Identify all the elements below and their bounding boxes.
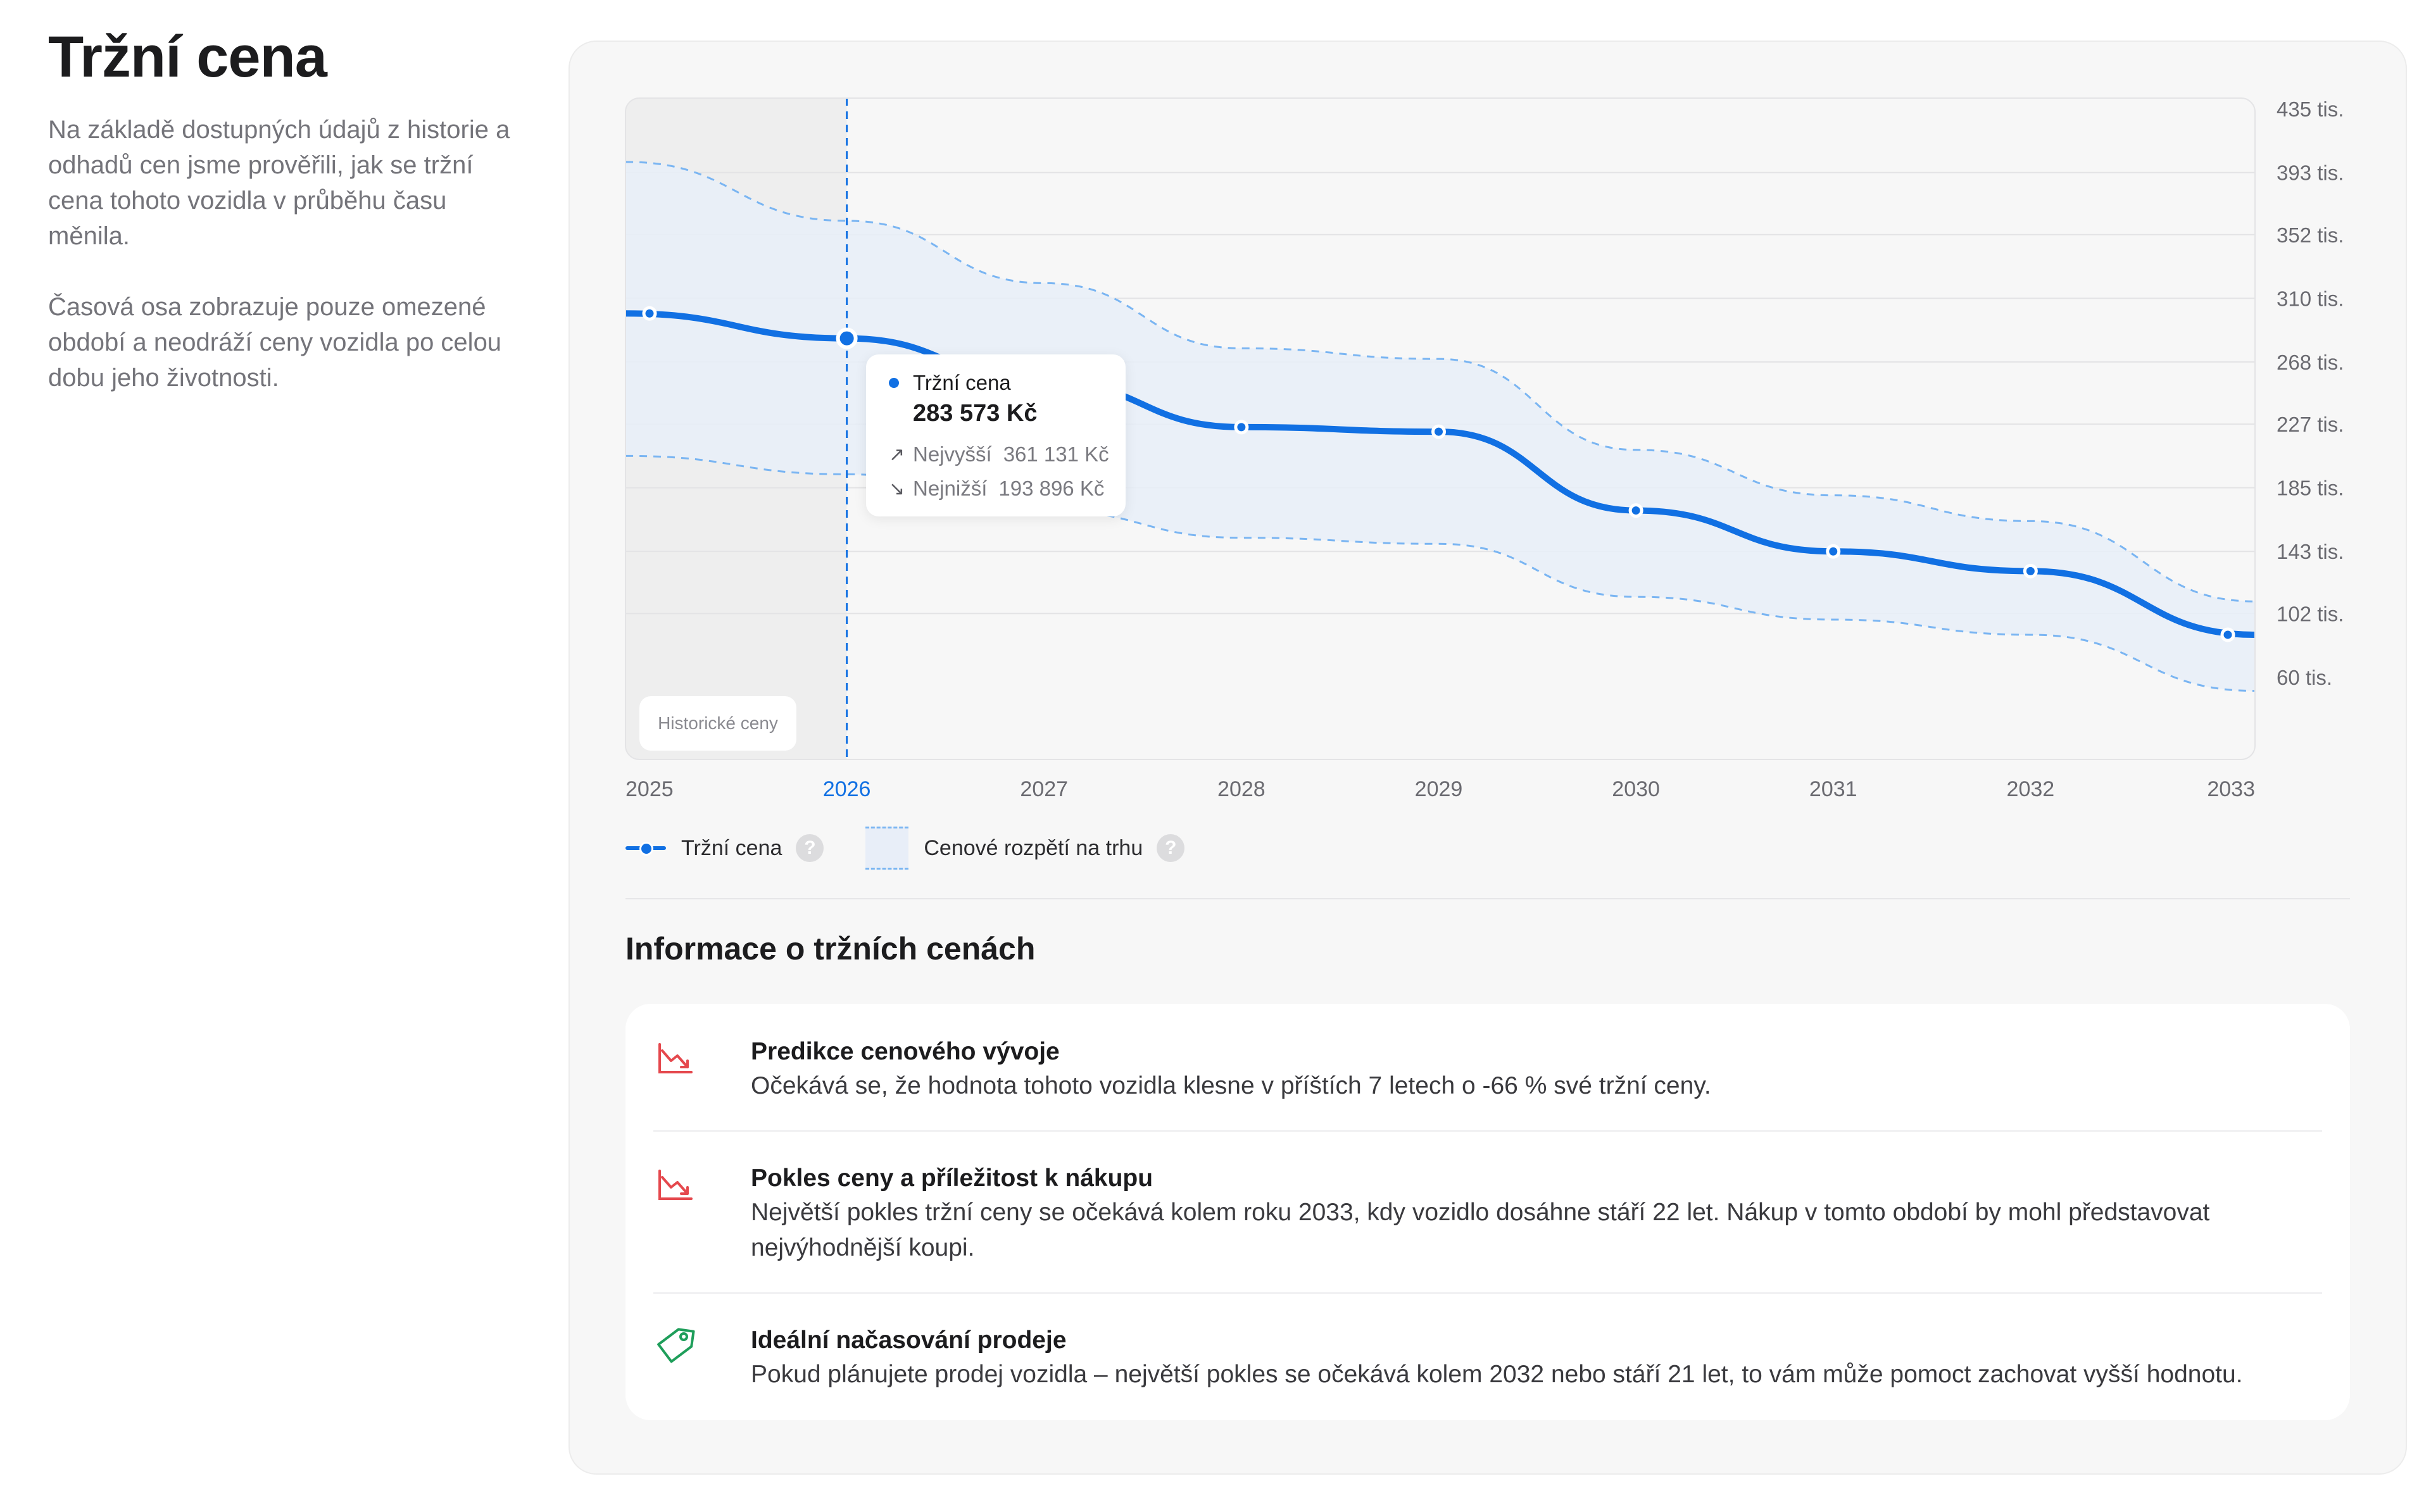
section-divider — [625, 898, 2350, 899]
data-point — [2023, 563, 2038, 578]
plot-frame — [625, 97, 2256, 760]
info-separator — [653, 1130, 2322, 1132]
tooltip-series-label: Tržní cena — [913, 371, 1011, 394]
y-tick-label: 393 tis. — [2277, 161, 2344, 185]
info-separator — [653, 1292, 2322, 1294]
y-tick-label: 435 tis. — [2277, 97, 2344, 121]
info-item-text: Očekává se, že hodnota tohoto vozidla kl… — [751, 1072, 1711, 1099]
data-point — [2220, 627, 2235, 642]
tooltip-value: 283 573 Kč — [913, 400, 1038, 427]
trend-down-icon — [658, 1170, 693, 1200]
range-swatch-icon — [865, 827, 909, 870]
arrow-up-right-icon: ↗ — [889, 444, 905, 465]
info-item-title: Ideální načasování prodeje — [751, 1327, 1067, 1354]
page-title: Tržní cena — [48, 25, 327, 89]
data-point — [642, 306, 657, 321]
x-tick-label: 2027 — [1020, 777, 1068, 801]
trend-down-icon — [658, 1043, 693, 1073]
price-tag-icon — [657, 1328, 695, 1363]
line-swatch-icon — [625, 841, 666, 856]
intro-text: Na základě dostupných údajů z historie a… — [48, 112, 517, 396]
help-icon[interactable]: ? — [796, 834, 824, 862]
price-chart[interactable]: 435 tis. 393 tis. 352 tis. 310 tis. 268 tis.… — [0, 0, 2431, 823]
data-point — [836, 327, 858, 349]
data-point — [1431, 424, 1446, 439]
legend-item-price-range: Cenové rozpětí na trhu ? — [865, 827, 1185, 870]
legend-label-price-range: Cenové rozpětí na trhu — [924, 835, 1143, 860]
series-dot-icon — [889, 378, 899, 388]
price-range-lower-line — [625, 454, 2255, 692]
legend-item-market-price: Tržní cena ? — [625, 834, 824, 862]
y-tick-label: 60 tis. — [2277, 666, 2332, 689]
y-tick-label: 268 tis. — [2277, 351, 2344, 374]
y-tick-label: 352 tis. — [2277, 223, 2344, 247]
chart-legend: Tržní cena ? Cenové rozpětí na trhu ? — [625, 823, 1226, 873]
arrow-down-right-icon: ↘ — [889, 478, 905, 499]
info-item-text: Největší pokles tržní ceny se očekává ko… — [751, 1199, 2210, 1261]
y-tick-label: 185 tis. — [2277, 477, 2344, 500]
tooltip-high-label: Nejvyšší — [913, 442, 992, 466]
tooltip-low-value: 193 896 Kč — [998, 477, 1105, 500]
y-tick-label: 310 tis. — [2277, 287, 2344, 310]
historical-prices-badge: Historické ceny — [639, 696, 796, 751]
info-item-title: Pokles ceny a příležitost k nákupu — [751, 1165, 1153, 1192]
data-point — [1234, 420, 1249, 435]
info-item-title: Predikce cenového vývoje — [751, 1038, 1060, 1065]
x-tick-label: 2026 — [823, 777, 871, 801]
legend-label-market-price: Tržní cena — [681, 835, 782, 860]
intro-paragraph-1: Na základě dostupných údajů z historie a… — [48, 116, 510, 251]
axes: 435 tis. 393 tis. 352 tis. 310 tis. 268 tis.… — [625, 97, 2344, 801]
tooltip-high-value: 361 131 Kč — [1003, 442, 1109, 466]
data-point — [1826, 544, 1841, 559]
tooltip-low-label: Nejnižší — [913, 477, 988, 500]
x-tick-label: 2030 — [1612, 777, 1660, 801]
x-tick-label: 2032 — [2007, 777, 2055, 801]
price-range-upper-line — [625, 161, 2255, 603]
market-price-line — [625, 310, 2255, 638]
intro-column: Tržní cena Na základě dostupných údajů z… — [48, 25, 517, 431]
intro-paragraph-2: Časová osa zobrazuje pouze omezené obdob… — [48, 293, 502, 392]
x-tick-label: 2029 — [1415, 777, 1463, 801]
y-tick-label: 102 tis. — [2277, 602, 2344, 625]
data-markers — [642, 306, 2235, 642]
x-tick-label: 2031 — [1809, 777, 1857, 801]
data-point — [1628, 503, 1643, 518]
info-item-text: Pokud plánujete prodej vozidla – největš… — [751, 1361, 2243, 1388]
x-tick-label: 2025 — [625, 777, 674, 801]
info-card: Predikce cenového vývoje Očekává se, že … — [625, 1004, 2350, 1420]
chart-tooltip: Tržní cena 283 573 Kč ↗ Nejvyšší 361 131… — [866, 354, 1126, 516]
x-tick-label: 2033 — [2207, 777, 2255, 801]
x-tick-label: 2028 — [1217, 777, 1266, 801]
info-section-title: Informace o tržních cenách — [625, 931, 1036, 966]
y-tick-label: 143 tis. — [2277, 540, 2344, 563]
help-icon[interactable]: ? — [1157, 834, 1185, 862]
y-tick-label: 227 tis. — [2277, 413, 2344, 436]
